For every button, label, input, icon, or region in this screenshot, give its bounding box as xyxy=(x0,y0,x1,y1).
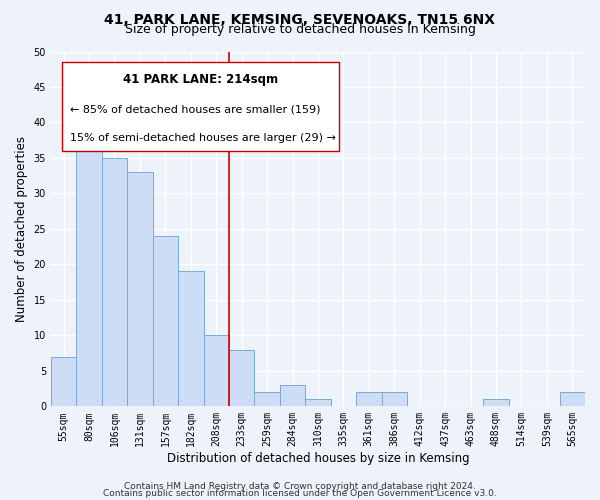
Bar xyxy=(203,336,229,406)
Bar xyxy=(356,392,382,406)
Bar xyxy=(382,392,407,406)
Text: ← 85% of detached houses are smaller (159): ← 85% of detached houses are smaller (15… xyxy=(70,104,320,115)
Bar xyxy=(254,392,280,406)
Bar xyxy=(152,236,178,406)
Bar xyxy=(178,272,203,406)
X-axis label: Distribution of detached houses by size in Kemsing: Distribution of detached houses by size … xyxy=(167,452,469,465)
Bar xyxy=(560,392,585,406)
Bar xyxy=(280,385,305,406)
FancyBboxPatch shape xyxy=(62,62,340,151)
Text: 15% of semi-detached houses are larger (29) →: 15% of semi-detached houses are larger (… xyxy=(70,133,335,143)
Bar xyxy=(76,136,102,406)
Text: Size of property relative to detached houses in Kemsing: Size of property relative to detached ho… xyxy=(125,22,475,36)
Text: Contains public sector information licensed under the Open Government Licence v3: Contains public sector information licen… xyxy=(103,488,497,498)
Bar xyxy=(483,399,509,406)
Bar xyxy=(127,172,152,406)
Text: 41 PARK LANE: 214sqm: 41 PARK LANE: 214sqm xyxy=(123,73,278,86)
Bar xyxy=(229,350,254,406)
Y-axis label: Number of detached properties: Number of detached properties xyxy=(15,136,28,322)
Bar xyxy=(102,158,127,406)
Bar xyxy=(305,399,331,406)
Text: Contains HM Land Registry data © Crown copyright and database right 2024.: Contains HM Land Registry data © Crown c… xyxy=(124,482,476,491)
Text: 41, PARK LANE, KEMSING, SEVENOAKS, TN15 6NX: 41, PARK LANE, KEMSING, SEVENOAKS, TN15 … xyxy=(104,12,496,26)
Bar xyxy=(51,356,76,406)
